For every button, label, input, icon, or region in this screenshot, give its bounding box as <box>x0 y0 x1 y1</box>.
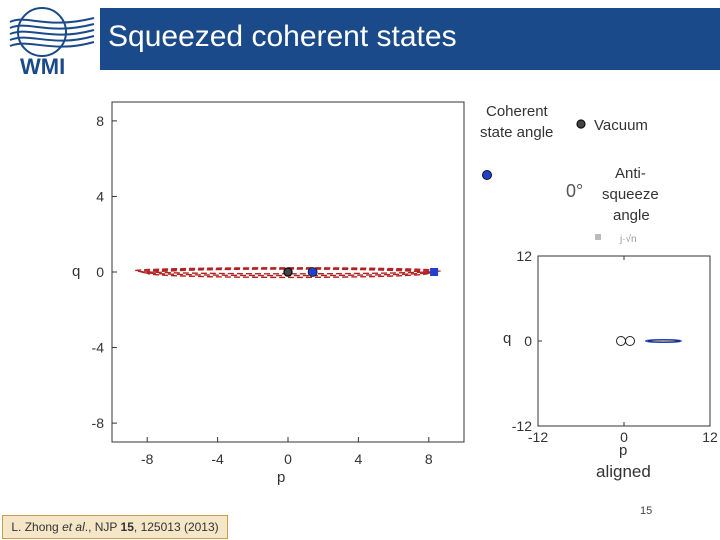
main-chart-ticks: -8 -4 0 4 8 8 4 0 -4 -8 <box>92 113 433 467</box>
legend-antisqueeze-label-3: angle <box>613 207 650 224</box>
slide-header: WMI Squeezed coherent states <box>0 0 720 80</box>
citation-rest: , 125013 (2013) <box>133 520 219 534</box>
faint-formula: j·√n <box>619 233 637 245</box>
coherent-legend-marker <box>482 170 492 180</box>
main-ytick-label-2: 0 <box>96 264 104 280</box>
page-number: 15 <box>640 505 653 517</box>
vacuum-point <box>283 267 293 277</box>
slide-title: Squeezed coherent states <box>108 20 457 53</box>
inset-vacuum-circle <box>616 336 626 346</box>
main-chart-marks <box>134 267 442 279</box>
inset-chart-ticks: -12 0 12 12 0 -12 <box>512 248 718 445</box>
main-xlabel: p <box>277 469 285 486</box>
squeezed-ellipse-0 <box>134 267 442 275</box>
inset-xlabel: p <box>619 442 627 459</box>
citation-volume: 15 <box>120 520 134 534</box>
inset-ylabel: q <box>503 330 511 347</box>
coherent-point <box>307 267 318 277</box>
inset-ytick-label-1: 0 <box>524 333 532 349</box>
main-xtick-label-1: -4 <box>211 451 224 467</box>
inset-xtick-label-1: 0 <box>620 429 628 445</box>
legend-coherent-label-2: state angle <box>480 124 553 141</box>
logo-text: WMI <box>20 54 65 76</box>
inset-chart-marks <box>616 336 682 346</box>
small-grey-square <box>595 234 601 240</box>
title-bar: Squeezed coherent states <box>100 8 720 70</box>
citation: L. Zhong et al., NJP 15, 125013 (2013) <box>2 515 228 539</box>
vacuum-legend-marker <box>576 119 586 129</box>
inset-ytick-label-0: 12 <box>516 248 532 264</box>
inset-ytick-label-2: -12 <box>512 418 532 434</box>
main-xtick-label-0: -8 <box>141 451 154 467</box>
inset-chart-frame <box>537 255 711 427</box>
legend-antisqueeze-label-2: squeeze <box>602 186 659 203</box>
main-xtick-label-3: 4 <box>355 451 363 467</box>
main-xtick-label-4: 8 <box>425 451 433 467</box>
legend-vacuum-label: Vacuum <box>594 117 648 134</box>
legend-coherent-label-1: Coherent <box>486 103 549 120</box>
wmi-logo: WMI <box>9 7 95 76</box>
citation-etal: et al <box>62 520 85 534</box>
angle-value: 0° <box>566 181 583 201</box>
inset-xtick-label-0: -12 <box>528 429 548 445</box>
citation-author: L. Zhong <box>11 520 63 534</box>
main-ytick-label-3: -4 <box>92 340 105 356</box>
citation-journal: ., NJP <box>84 520 121 534</box>
main-ytick-label-1: 4 <box>96 188 104 204</box>
inset-coherent-circle <box>625 336 635 346</box>
main-xtick-label-2: 0 <box>284 451 292 467</box>
legend-antisqueeze-label-1: Anti- <box>615 165 646 182</box>
main-ytick-label-0: 8 <box>96 113 104 129</box>
inset-xtick-label-2: 12 <box>702 429 718 445</box>
inset-caption: aligned <box>596 462 651 481</box>
main-ylabel: q <box>72 263 80 280</box>
inset-squeezed-ellipse <box>644 339 682 343</box>
main-ytick-label-4: -8 <box>92 415 105 431</box>
coherent-square-marker <box>430 268 439 276</box>
